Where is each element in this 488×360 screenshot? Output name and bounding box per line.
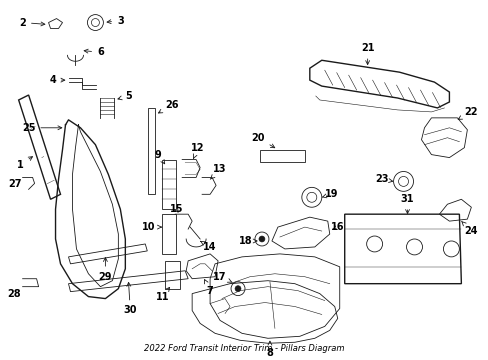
Text: 21: 21 xyxy=(360,43,374,64)
Text: 15: 15 xyxy=(169,204,183,214)
Text: 17: 17 xyxy=(213,272,232,282)
Text: 7: 7 xyxy=(204,280,213,296)
Text: 18: 18 xyxy=(239,236,257,246)
Text: 26: 26 xyxy=(158,100,179,113)
Text: 10: 10 xyxy=(141,222,161,232)
Text: 12: 12 xyxy=(191,143,204,158)
Text: 25: 25 xyxy=(22,123,61,133)
Text: 11: 11 xyxy=(155,287,169,302)
Text: 20: 20 xyxy=(251,133,274,148)
Text: 30: 30 xyxy=(123,283,137,315)
Text: 29: 29 xyxy=(99,258,112,282)
Text: 1: 1 xyxy=(17,157,32,170)
Text: 16: 16 xyxy=(330,222,344,232)
Text: 2022 Ford Transit Interior Trim - Pillars Diagram: 2022 Ford Transit Interior Trim - Pillar… xyxy=(144,344,344,353)
Circle shape xyxy=(259,236,264,242)
Text: 14: 14 xyxy=(200,241,216,252)
Text: 4: 4 xyxy=(49,75,64,85)
Text: 2: 2 xyxy=(19,18,45,27)
Text: 13: 13 xyxy=(210,165,226,179)
Text: 6: 6 xyxy=(84,47,103,57)
Text: 24: 24 xyxy=(461,221,477,236)
Text: 28: 28 xyxy=(7,289,20,298)
Text: 9: 9 xyxy=(155,150,164,164)
Text: 3: 3 xyxy=(107,15,123,26)
Text: 5: 5 xyxy=(118,91,131,101)
Text: 31: 31 xyxy=(400,194,413,213)
Text: 8: 8 xyxy=(266,341,273,358)
Text: 23: 23 xyxy=(374,175,392,184)
Circle shape xyxy=(235,286,241,292)
Text: 22: 22 xyxy=(457,107,477,120)
Text: 27: 27 xyxy=(8,179,21,189)
Text: 19: 19 xyxy=(322,189,338,199)
